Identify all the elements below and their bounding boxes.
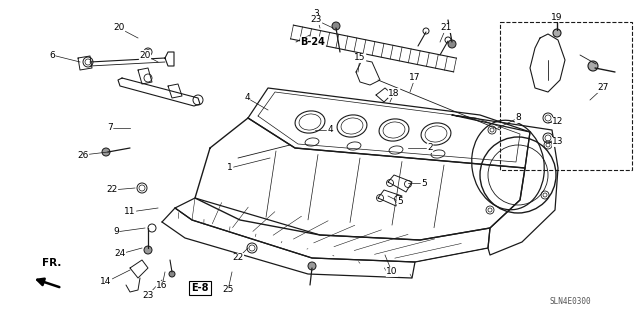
Circle shape — [448, 40, 456, 48]
Text: 13: 13 — [552, 137, 564, 146]
Text: 8: 8 — [515, 114, 521, 122]
Text: 25: 25 — [222, 286, 234, 294]
Text: 16: 16 — [156, 281, 168, 291]
Text: 2: 2 — [427, 144, 433, 152]
Text: 4: 4 — [327, 125, 333, 135]
Text: 21: 21 — [440, 24, 452, 33]
Circle shape — [102, 148, 110, 156]
Circle shape — [588, 61, 598, 71]
Text: 24: 24 — [115, 249, 125, 258]
Text: SLN4E0300: SLN4E0300 — [549, 298, 591, 307]
Text: 15: 15 — [355, 54, 365, 63]
Text: 7: 7 — [107, 123, 113, 132]
Text: E-8: E-8 — [191, 283, 209, 293]
Text: 23: 23 — [142, 291, 154, 300]
Text: 22: 22 — [232, 254, 244, 263]
Text: 27: 27 — [597, 84, 609, 93]
Circle shape — [308, 262, 316, 270]
Text: 12: 12 — [552, 117, 564, 127]
Text: 22: 22 — [106, 186, 118, 195]
Text: 17: 17 — [409, 73, 420, 83]
Text: 10: 10 — [387, 268, 397, 277]
Circle shape — [332, 22, 340, 30]
Text: 3: 3 — [313, 10, 319, 19]
Text: 19: 19 — [551, 12, 563, 21]
Text: 18: 18 — [388, 88, 400, 98]
Circle shape — [553, 29, 561, 37]
Bar — [500, 22, 632, 170]
Text: 14: 14 — [100, 278, 112, 286]
Circle shape — [169, 271, 175, 277]
Text: 5: 5 — [397, 197, 403, 206]
Text: 26: 26 — [77, 151, 89, 160]
Text: 6: 6 — [49, 50, 55, 60]
Circle shape — [144, 246, 152, 254]
Text: 1: 1 — [227, 164, 233, 173]
Text: 9: 9 — [113, 227, 119, 236]
Text: FR.: FR. — [42, 258, 61, 268]
Text: 11: 11 — [124, 207, 136, 217]
Text: 23: 23 — [310, 16, 322, 25]
Text: 20: 20 — [113, 24, 125, 33]
Text: 4: 4 — [244, 93, 250, 102]
Text: 20: 20 — [140, 50, 150, 60]
Text: B-24: B-24 — [301, 37, 325, 47]
Text: 5: 5 — [421, 179, 427, 188]
